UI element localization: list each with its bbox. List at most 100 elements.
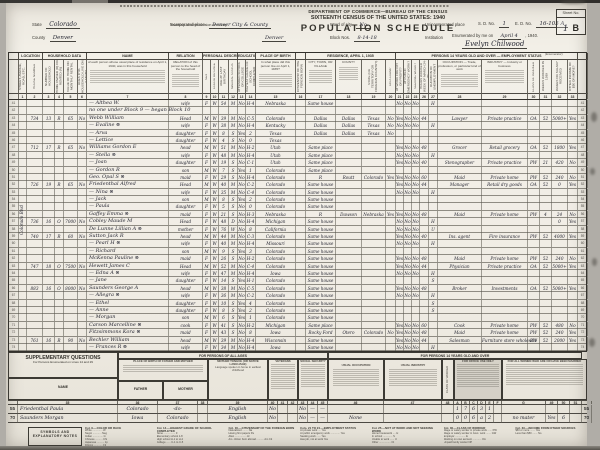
legend-item: Wage or salary worker in private work ..… (443, 429, 497, 433)
column-header: STREET, AVENUE, ROAD, ETC. (19, 60, 27, 94)
ed-field: E. D. No. 16-105 A (515, 12, 568, 30)
table-cell (438, 196, 482, 204)
table-cell: 761 (27, 336, 43, 344)
table-cell (78, 240, 87, 248)
table-cell (362, 262, 386, 270)
table-cell (336, 136, 362, 144)
table-cell (296, 122, 306, 130)
table-cell: W (211, 233, 219, 241)
census-title: SIXTEENTH CENSUS OF THE UNITED STATES: 1… (310, 15, 446, 21)
table-cell: 26 (219, 255, 229, 263)
table-cell: 16 (43, 284, 55, 292)
table-cell: son (169, 196, 203, 204)
table-cell: Dallas (336, 122, 362, 130)
table-group-row: LOCATION HOUSEHOLD DATA NAME RELATION PERSON… (9, 53, 588, 60)
table-cell: 48 (420, 255, 429, 263)
table-cell (43, 136, 55, 144)
group-14-over-label: FOR PERSONS 14 YEARS OLD AND OVER (420, 354, 490, 358)
footer-legend: SYMBOLS AND EXPLANATORY NOTES Col. 9.—CO… (28, 427, 584, 446)
table-cell: F (203, 188, 211, 196)
column-header: HIGHEST GRADE OF SCHOOL COMPLETED (246, 60, 256, 94)
table-cell: No (238, 233, 246, 241)
table-cell (78, 210, 87, 218)
table-cell: 42 (578, 107, 588, 115)
table-cell (296, 210, 306, 218)
table-cell: No (412, 188, 420, 196)
table-cell (362, 100, 386, 107)
table-cell: W (211, 284, 219, 292)
table-cell: S (229, 306, 238, 314)
column-header-label: WAGES OR SALARY RECEIVED (556, 61, 563, 92)
table-cell: Colorado (256, 299, 296, 307)
table-cell: H (429, 218, 438, 226)
table-cell: No (238, 218, 246, 226)
column-number: 42 (288, 401, 298, 404)
supplementary-cell (546, 405, 558, 414)
table-cell: 747 (27, 262, 43, 270)
column-header-label: of each person whose usual place of resi… (87, 60, 168, 68)
table-cell (336, 284, 362, 292)
table-cell: 4 (540, 210, 552, 218)
table-cell: S (229, 321, 238, 329)
column-number: 29 (482, 94, 528, 99)
table-cell: PW (528, 233, 540, 241)
table-cell: 48 (219, 218, 229, 226)
table-cell (552, 188, 568, 196)
table-cell (64, 107, 78, 115)
block-label: Block Nos. (330, 35, 351, 40)
table-cell (429, 196, 438, 204)
column-number: 11 (219, 94, 229, 99)
table-cell: Yes (396, 255, 404, 263)
table-cell (78, 269, 87, 277)
table-cell: M (203, 166, 211, 174)
table-cell (27, 196, 43, 204)
table-cell: M (229, 336, 238, 344)
table-cell (64, 122, 78, 130)
table-cell: Yes (568, 329, 578, 337)
department-title: DEPARTMENT OF COMMERCE—BUREAU OF THE CEN… (308, 9, 448, 14)
scan-smudge (589, 338, 595, 347)
table-cell (19, 151, 27, 159)
column-header-label: OTHER INCOME OF $50 OR MORE? (569, 61, 576, 92)
table-cell (552, 196, 568, 204)
table-cell: No (238, 114, 246, 122)
table-cell (482, 299, 528, 307)
table-cell: 49 (9, 159, 19, 167)
table-cell: No (404, 343, 412, 351)
table-row: 54 — Jack son M W 8 S Yes 2 Colorado Same house 54 (9, 196, 588, 204)
column-header: CLASS OF WORKER (528, 60, 540, 94)
table-cell: Same house (306, 247, 336, 255)
table-cell: No (238, 284, 246, 292)
table-cell (19, 203, 27, 211)
table-cell (386, 321, 396, 329)
table-cell (429, 129, 438, 137)
table-cell: H (429, 269, 438, 277)
column-header: WAGES OR SALARY RECEIVED (552, 60, 568, 94)
title-block: DEPARTMENT OF COMMERCE—BUREAU OF THE CEN… (278, 9, 478, 34)
table-cell (429, 284, 438, 292)
column-header: OTHER INCOME OF $50 OR MORE? (568, 60, 578, 94)
ward-label: Ward of city (330, 22, 352, 27)
table-cell: 38 (219, 284, 229, 292)
table-cell: Texas (362, 122, 386, 130)
column-header: DURATION OF UNEMPLOYMENT (429, 60, 438, 94)
column-header: AT PUBLIC EMERGENCY WORK? (404, 60, 412, 94)
table-cell: R (55, 233, 64, 241)
table-cell: No (396, 240, 404, 248)
table-cell (438, 218, 482, 226)
table-cell (55, 151, 64, 159)
table-cell: F (203, 210, 211, 218)
fine-print (333, 369, 379, 388)
table-row: 49— Joan daughter F W 19 S No C-1 Utah Same place… (9, 159, 588, 167)
table-cell: R (306, 173, 336, 181)
column-header (9, 60, 19, 94)
table-cell: S (429, 306, 438, 314)
table-cell: R (55, 114, 64, 122)
supplementary-cell: 70 (8, 414, 18, 423)
table-cell (64, 210, 78, 218)
table-cell: 9 (219, 247, 229, 255)
table-cell: Yes (238, 277, 246, 285)
table-cell: 46 (9, 136, 19, 144)
table-cell (438, 277, 482, 285)
table-cell: Colorado (256, 196, 296, 204)
